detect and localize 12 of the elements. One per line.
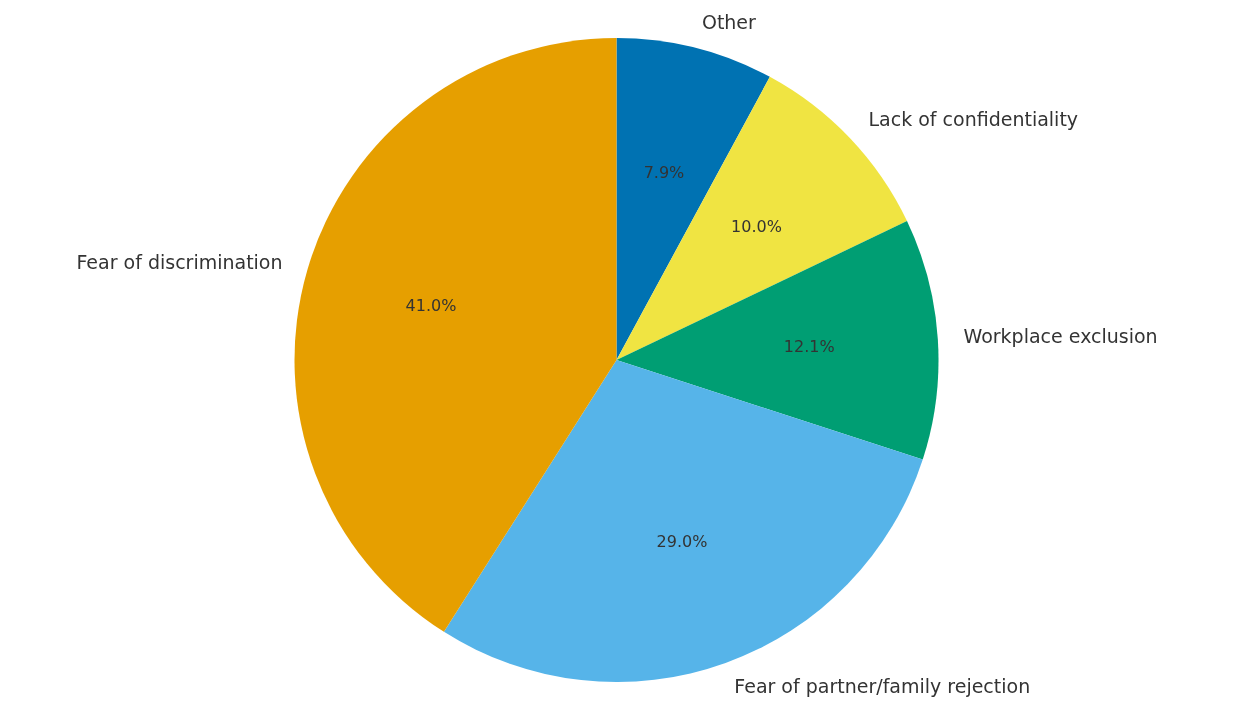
data-label: 41.0% xyxy=(405,296,457,316)
slice-label: Other xyxy=(701,10,757,33)
slice-label: Fear of discrimination xyxy=(76,250,283,273)
slice-label: Lack of confidentiality xyxy=(868,108,1079,131)
pie-slice xyxy=(294,38,617,632)
data-label: 12.1% xyxy=(783,337,835,357)
data-label: 7.9% xyxy=(643,162,685,182)
pie-slice xyxy=(616,221,938,460)
slice-label: Workplace exclusion xyxy=(963,325,1158,348)
slice-label: Fear of partner/family rejection xyxy=(734,675,1031,698)
data-label: 29.0% xyxy=(656,531,708,551)
data-label: 10.0% xyxy=(731,216,782,236)
